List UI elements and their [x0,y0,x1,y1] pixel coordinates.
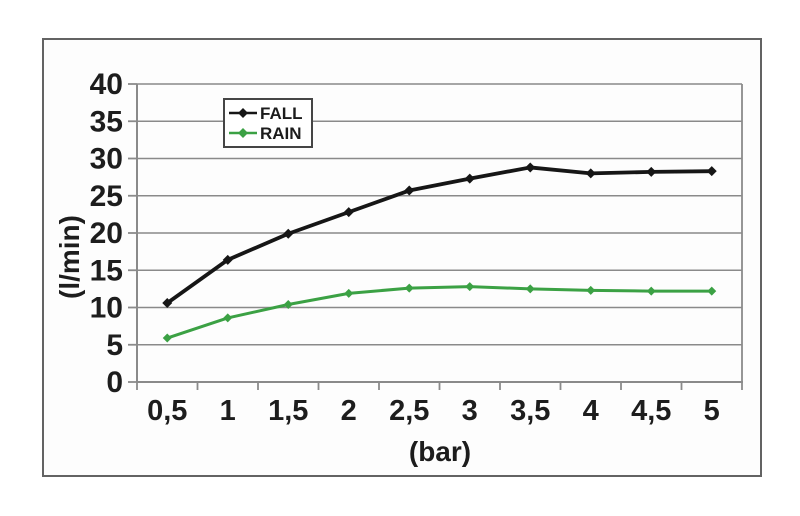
y-tick-label: 40 [90,68,123,101]
x-tick-label: 3 [462,395,478,427]
data-point-marker-rain [162,333,172,343]
y-tick-label: 30 [90,143,123,176]
data-point-marker-fall [525,162,536,173]
series-line-rain [165,285,714,340]
x-axis-title: (bar) [408,436,472,467]
y-tick-label: 25 [90,180,123,213]
y-tick-label: 5 [106,329,123,362]
x-tick-label: 0,5 [147,395,187,427]
y-tick-label: 0 [106,366,123,399]
x-tick-label: 3,5 [510,395,550,427]
data-point-marker-fall [585,168,596,179]
y-tick-label: 35 [90,105,123,138]
data-point-marker-rain [586,285,596,295]
data-point-marker-fall [706,166,717,177]
y-tick-label: 10 [90,292,123,325]
series-line-fall [165,165,714,305]
data-point-marker-fall [222,254,233,265]
data-point-marker-fall [283,228,294,239]
y-tick-label: 15 [90,254,123,287]
legend: FALL RAIN [223,98,313,148]
data-point-marker-rain [404,283,414,293]
legend-item-rain: RAIN [228,124,308,143]
x-tick-label: 2 [341,395,357,427]
y-axis-title: (l/min) [54,215,85,299]
chart-frame [42,38,762,477]
data-point-marker-rain [283,300,293,310]
data-point-marker-rain [525,284,535,294]
x-tick-label: 1,5 [268,395,308,427]
data-point-marker-rain [465,282,475,292]
data-point-marker-rain [646,286,656,296]
data-point-marker-rain [707,286,717,296]
data-point-marker-fall [162,298,173,309]
data-point-marker-fall [404,185,415,196]
x-tick-label: 4 [583,395,599,427]
legend-label-fall: FALL [260,103,303,123]
x-tick-label: 1 [220,395,236,427]
fall-series-marker-icon [229,108,257,118]
rain-series-marker-icon [229,128,257,138]
data-point-marker-fall [464,173,475,184]
legend-item-fall: FALL [228,104,308,123]
legend-label-rain: RAIN [260,123,302,143]
data-point-marker-rain [223,313,233,323]
x-tick-label: 2,5 [389,395,429,427]
data-point-marker-rain [344,288,354,298]
x-tick-label: 5 [704,395,720,427]
data-point-marker-fall [646,166,657,177]
data-point-marker-fall [343,207,354,218]
x-tick-label: 4,5 [631,395,671,427]
y-tick-label: 20 [90,217,123,250]
